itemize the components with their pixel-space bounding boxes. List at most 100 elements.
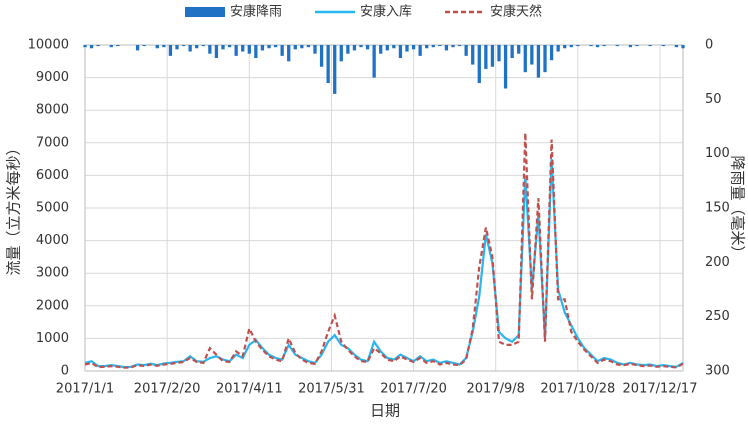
rain-bar xyxy=(188,45,192,52)
rain-bar xyxy=(214,45,219,59)
rain-bar xyxy=(661,45,665,47)
rain-bar xyxy=(457,45,462,47)
rain-bar xyxy=(208,45,212,54)
rain-bar xyxy=(162,45,166,48)
rain-bar xyxy=(260,45,265,51)
y2-tick-label: 300 xyxy=(705,364,730,379)
rain-bar xyxy=(398,45,403,59)
rain-bar xyxy=(306,45,311,48)
rain-bar xyxy=(181,45,186,47)
rain-bar xyxy=(359,45,363,48)
rain-bar xyxy=(431,45,435,48)
rain-bar xyxy=(451,45,455,48)
y2-tick-label: 150 xyxy=(705,201,730,216)
rain-bar xyxy=(602,45,606,47)
rain-bar xyxy=(287,45,291,62)
legend-swatch xyxy=(185,7,225,17)
rain-bar xyxy=(319,45,324,67)
y-tick-label: 9000 xyxy=(36,70,69,85)
x-tick-label: 2017/1/1 xyxy=(56,382,114,397)
y-tick-label: 1000 xyxy=(36,331,69,346)
rain-bar xyxy=(333,45,337,94)
rain-bar xyxy=(96,45,100,47)
rain-bar xyxy=(681,45,685,49)
rain-bar xyxy=(254,45,258,59)
rain-bar xyxy=(530,45,534,65)
rain-bar xyxy=(168,45,173,56)
rain-bar xyxy=(418,45,422,56)
y2-tick-label: 100 xyxy=(705,146,730,161)
rain-bar xyxy=(674,45,679,48)
rain-bar xyxy=(615,45,619,47)
rain-bar xyxy=(595,45,600,48)
rain-bar xyxy=(477,45,481,84)
rain-bar xyxy=(109,45,113,48)
rain-bar xyxy=(234,45,238,56)
rain-bar xyxy=(589,45,593,47)
rain-bar xyxy=(379,45,383,54)
rain-bar xyxy=(293,45,297,50)
y2-tick-label: 200 xyxy=(705,255,730,270)
rain-bar xyxy=(385,45,389,51)
rain-bar xyxy=(247,45,251,54)
rain-bar xyxy=(175,45,179,50)
rain-bar xyxy=(517,45,521,54)
rain-bar xyxy=(313,45,317,54)
y-tick-label: 10000 xyxy=(28,38,69,53)
rain-bar xyxy=(635,45,639,47)
y-tick-label: 5000 xyxy=(36,201,69,216)
rain-bar xyxy=(411,45,416,50)
x-tick-label: 2017/12/17 xyxy=(623,382,698,397)
rain-bar xyxy=(563,45,567,49)
x-tick-label: 2017/9/8 xyxy=(467,382,525,397)
rain-bar xyxy=(543,45,547,73)
rain-bar xyxy=(523,45,527,73)
x-tick-label: 2017/5/31 xyxy=(298,382,365,397)
rain-bar xyxy=(556,45,560,52)
rain-bar xyxy=(300,45,304,49)
rain-bar xyxy=(372,45,376,78)
rain-bar xyxy=(221,45,225,50)
y-tick-label: 4000 xyxy=(36,233,69,248)
rain-bar xyxy=(201,45,205,47)
y-tick-label: 0 xyxy=(61,364,69,379)
plot-frame xyxy=(84,44,684,372)
rain-bar xyxy=(464,45,468,56)
x-tick-label: 2017/4/11 xyxy=(216,382,283,397)
rain-bar xyxy=(549,45,554,61)
rain-bar xyxy=(135,45,140,51)
rain-bar xyxy=(273,45,278,48)
rain-bar xyxy=(471,45,475,65)
y2-tick-label: 50 xyxy=(705,92,722,107)
rain-bar xyxy=(536,45,541,78)
legend-label: 安康入库 xyxy=(360,4,412,20)
rain-bar xyxy=(227,45,232,48)
rain-bar xyxy=(339,45,343,62)
x-tick-label: 2017/7/20 xyxy=(380,382,447,397)
rain-bar xyxy=(392,45,396,49)
rain-bar xyxy=(628,45,633,48)
rain-bar xyxy=(648,45,652,47)
rain-bar xyxy=(490,45,495,67)
x-axis-title: 日期 xyxy=(370,402,400,420)
y2-tick-label: 0 xyxy=(705,38,713,53)
rain-bar xyxy=(365,45,370,50)
y-tick-label: 2000 xyxy=(36,298,69,313)
rain-bar xyxy=(155,45,159,49)
rain-bar xyxy=(569,45,573,48)
rain-bar xyxy=(576,45,580,47)
rain-bar xyxy=(510,45,514,59)
flow-line xyxy=(84,159,684,369)
y-tick-label: 6000 xyxy=(36,168,69,183)
rain-bar xyxy=(497,45,501,62)
legend-label: 安康降雨 xyxy=(230,4,282,20)
legend-label: 安康天然 xyxy=(490,4,542,20)
rain-bar xyxy=(83,45,87,48)
rain-bar xyxy=(241,45,245,52)
x-tick-label: 2017/10/28 xyxy=(540,382,615,397)
rain-bar xyxy=(503,45,508,89)
y-tick-label: 8000 xyxy=(36,103,69,118)
rain-bar xyxy=(142,45,146,47)
rain-bar xyxy=(352,45,357,51)
